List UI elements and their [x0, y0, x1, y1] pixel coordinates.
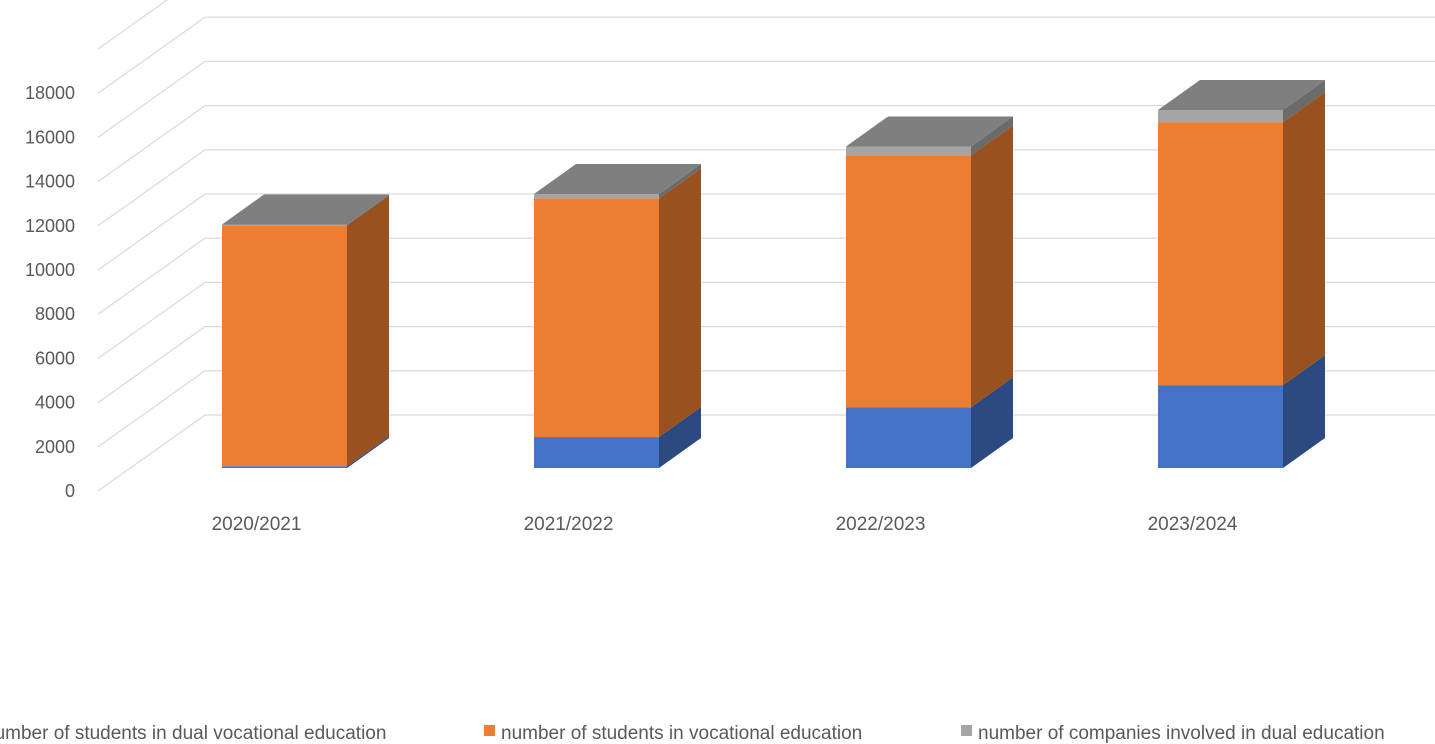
x-category-label: 2023/2024 [1148, 514, 1238, 535]
bar-segment-side [971, 377, 1013, 468]
y-tick-label: 2000 [35, 437, 75, 457]
bar-segment [222, 466, 347, 468]
bar-top [846, 116, 1013, 147]
bar-segment [534, 198, 659, 438]
y-axis-tick-labels: 0 2000 4000 6000 8000 10000 12000 14000 16000 180… [25, 83, 75, 501]
y-tick-label: 12000 [25, 216, 75, 236]
bar-segment [846, 146, 971, 156]
bar-segment-side [659, 407, 701, 468]
gridline-diagonal [97, 414, 206, 492]
x-category-label: 2022/2023 [836, 514, 926, 535]
bar-top [222, 194, 389, 225]
legend: number of students in dual vocational ed… [0, 723, 1385, 744]
y-tick-label: 14000 [25, 172, 75, 192]
legend-label: number of students in vocational educati… [501, 723, 862, 744]
y-tick-label: 16000 [25, 127, 75, 147]
bar-top [534, 163, 701, 194]
bar-segment [1158, 385, 1283, 468]
legend-swatch [961, 725, 972, 736]
bars [222, 79, 1325, 468]
bar-segment [1158, 122, 1283, 386]
legend-label: number of companies involved in dual edu… [978, 723, 1385, 744]
y-tick-label: 0 [65, 481, 75, 501]
bar-segment [846, 407, 971, 468]
x-category-label: 2020/2021 [212, 514, 302, 535]
bar-segment-side [1283, 92, 1325, 386]
bar-segment [222, 224, 347, 226]
gridline-diagonal [97, 149, 206, 227]
y-tick-label: 4000 [35, 393, 75, 413]
x-axis-category-labels: 2020/2021 2021/2022 2022/2023 2023/2024 [212, 514, 1238, 535]
bar-segment-side [971, 116, 1013, 156]
bar-top [1158, 79, 1325, 110]
legend-item: number of students in dual vocational ed… [0, 723, 386, 744]
gridline-diagonal [97, 326, 206, 404]
gridline-diagonal [97, 105, 206, 183]
bar-segment-side [971, 125, 1013, 408]
y-tick-label: 6000 [35, 348, 75, 368]
legend-item: number of students in vocational educati… [484, 723, 862, 744]
x-category-label: 2021/2022 [524, 514, 614, 535]
bar-segment-side [1283, 355, 1325, 468]
legend-item: number of companies involved in dual edu… [961, 723, 1385, 744]
bar-stack [222, 194, 389, 468]
gridline-diagonal [97, 370, 206, 448]
bar-segment [534, 437, 659, 468]
legend-label: number of students in dual vocational ed… [0, 723, 386, 744]
bar-segment-side [347, 436, 389, 468]
gridline-diagonal [97, 16, 206, 94]
y-tick-label: 18000 [25, 83, 75, 103]
bar-segment [846, 155, 971, 408]
bar-segment-side [659, 168, 701, 438]
bar-segment-side [347, 195, 389, 467]
bar-segment-side [1283, 79, 1325, 123]
bar-segment [222, 225, 347, 467]
bar-stack [534, 163, 701, 468]
y-tick-label: 10000 [25, 260, 75, 280]
bar-segment [534, 193, 659, 199]
bar-segment-side [659, 163, 701, 199]
gridline-diagonal [97, 237, 206, 315]
y-tick-label: 8000 [35, 304, 75, 324]
gridline-diagonal [97, 60, 206, 138]
gridline-diagonal [97, 193, 206, 271]
bar-segment [1158, 109, 1283, 123]
bar-stack [1158, 79, 1325, 468]
bar-stack [846, 116, 1013, 468]
gridline-diagonal [97, 281, 206, 359]
legend-swatch [484, 725, 495, 736]
bar-segment-side [347, 194, 389, 226]
gridline-diagonal [97, 0, 169, 50]
